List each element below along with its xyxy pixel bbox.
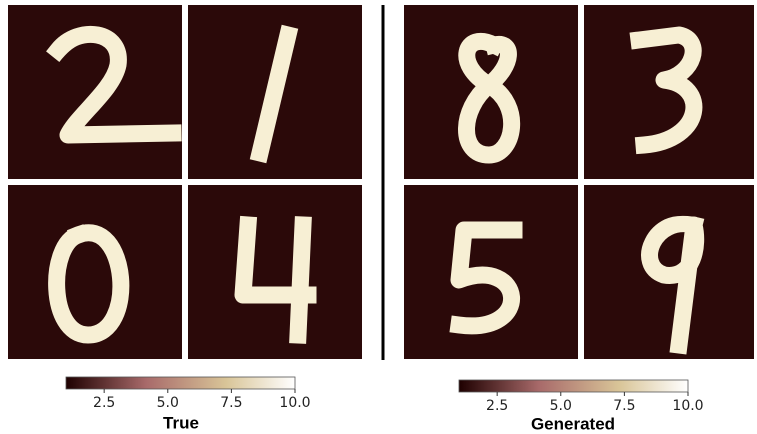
image xyxy=(188,5,362,179)
tick-label: 7.5 xyxy=(613,398,635,414)
tick-label: 10.0 xyxy=(672,398,703,414)
tick-label: 10.0 xyxy=(279,395,310,411)
image xyxy=(404,185,578,359)
panel-title: True xyxy=(163,413,199,432)
colorbar xyxy=(459,380,688,392)
colorbar xyxy=(66,377,295,389)
image xyxy=(584,185,754,359)
tick-label: 2.5 xyxy=(93,395,115,411)
panel-title: Generated xyxy=(531,414,615,433)
figure: True Generated 2.5 5.0 7.5 10.0 2.5 5.0 7.5 10.… xyxy=(0,0,757,434)
tick-label: 5.0 xyxy=(157,395,179,411)
image xyxy=(584,5,754,179)
image xyxy=(404,5,578,179)
tick-label: 7.5 xyxy=(220,395,242,411)
tick-label: 2.5 xyxy=(486,398,508,414)
image xyxy=(8,5,182,179)
image xyxy=(188,185,362,359)
image xyxy=(8,185,182,359)
tick-label: 5.0 xyxy=(550,398,572,414)
